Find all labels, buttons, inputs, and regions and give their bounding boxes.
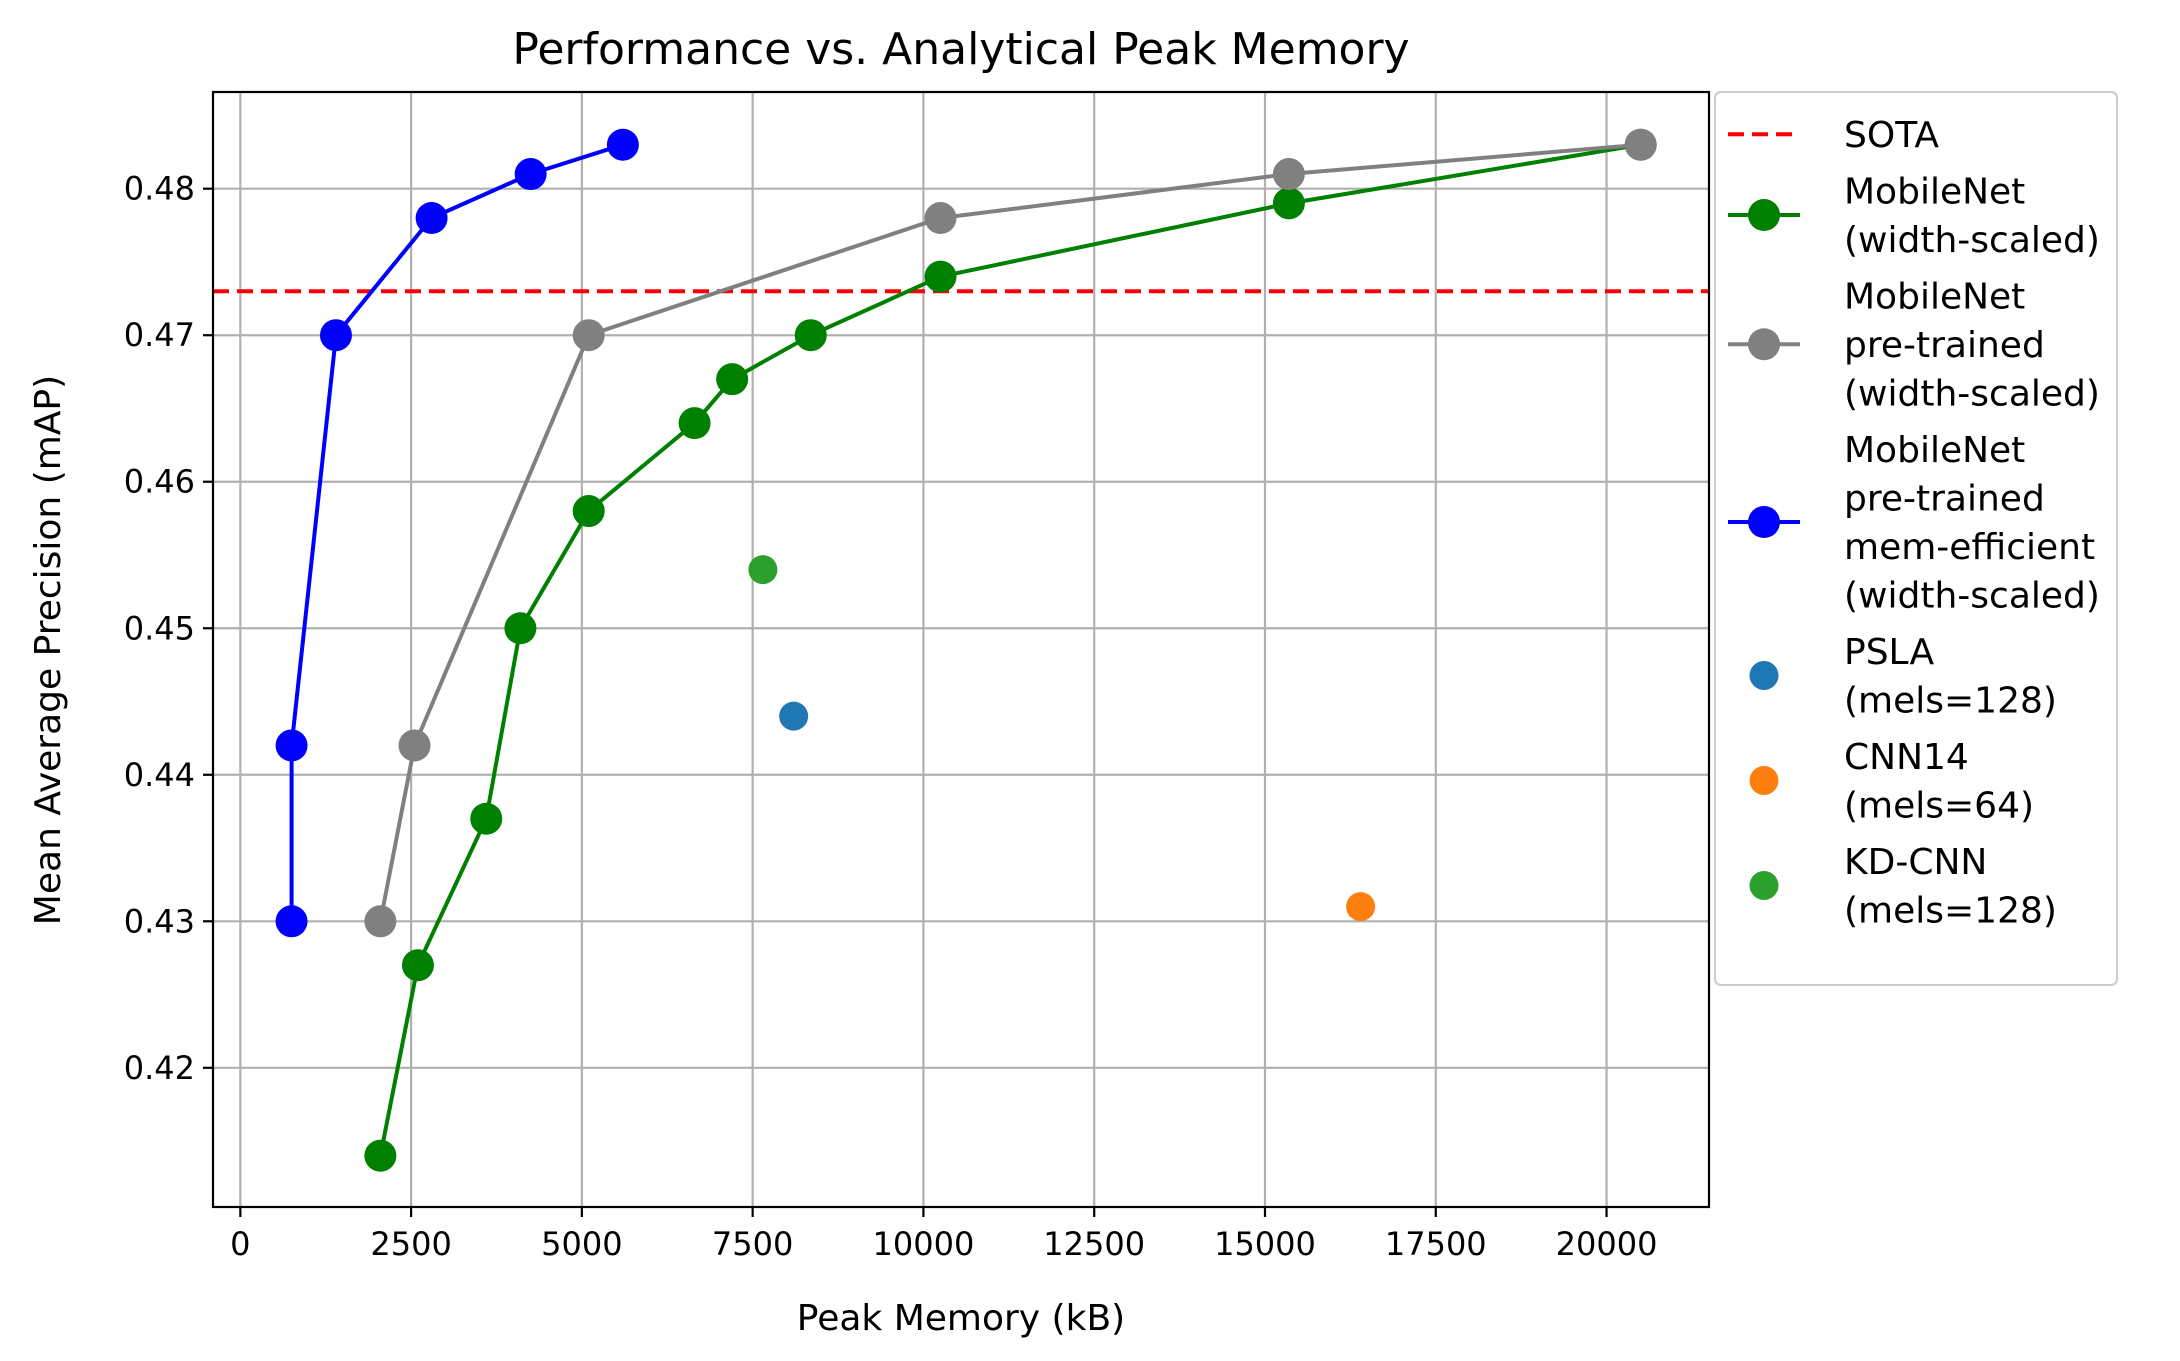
series-line: [289, 142, 624, 922]
x-axis-label: Peak Memory (kB): [797, 1298, 1125, 1339]
y-tick-label: 0.46: [124, 463, 195, 501]
data-point: [1272, 158, 1305, 191]
data-point: [606, 128, 639, 161]
plot-area-frame: [211, 90, 1711, 1209]
legend-key-marker: [1749, 766, 1779, 795]
series-group: [748, 555, 778, 585]
y-tick-label: 0.43: [124, 902, 195, 940]
data-point: [364, 905, 397, 938]
legend-label: MobileNet: [1844, 430, 2025, 471]
y-tick-label: 0.44: [124, 756, 195, 794]
y-tick-label: 0.48: [124, 170, 195, 208]
data-point: [514, 158, 547, 191]
data-point: [1346, 892, 1376, 922]
legend-key-marker: [1748, 328, 1780, 361]
x-tick-label: 5000: [541, 1225, 622, 1263]
y-axis-label: Mean Average Precision (mAP): [28, 375, 69, 925]
data-point: [924, 202, 957, 235]
data-point: [572, 319, 605, 352]
legend-entry: MobileNet pre-trained mem-efficient (width-…: [1728, 430, 2100, 617]
legend-label: KD-CNN: [1844, 842, 1987, 883]
legend-label: (width-scaled): [1844, 220, 2100, 261]
series-line: [378, 142, 1641, 922]
legend-entry: PSLA (mels=128): [1749, 632, 2057, 722]
data-point: [678, 407, 711, 440]
data-point: [748, 555, 778, 585]
legend-key-marker: [1748, 199, 1780, 231]
legend-entry: KD-CNN (mels=128): [1749, 842, 2057, 932]
x-tick-label: 10000: [873, 1225, 975, 1263]
legend-entry: MobileNet (width-scaled): [1728, 172, 2100, 261]
x-tick-label: 20000: [1556, 1225, 1658, 1263]
data-point: [364, 1139, 397, 1172]
x-tick-label: 12500: [1043, 1225, 1145, 1263]
legend-label: MobileNet: [1844, 172, 2025, 213]
x-tick-label: 0: [230, 1225, 250, 1263]
legend-entry: CNN14 (mels=64): [1749, 737, 2034, 827]
x-tick-label: 15000: [1214, 1225, 1316, 1263]
data-point: [275, 905, 308, 938]
legend-label: (width-scaled): [1844, 576, 2100, 617]
legend-label: (mels=128): [1844, 681, 2057, 722]
ticks: 0 2500 5000 7500 10000 12500 15000 17500 20000 0.…: [124, 170, 1658, 1263]
data-point: [572, 495, 605, 528]
y-tick-label: 0.42: [124, 1049, 195, 1087]
legend-label: PSLA: [1844, 632, 1934, 673]
data-point: [401, 949, 434, 982]
x-tick-label: 2500: [370, 1225, 451, 1263]
data-point: [716, 363, 749, 396]
data-point: [779, 701, 809, 731]
data-point: [319, 319, 352, 352]
legend: SOTA MobileNet (width-scaled) MobileNet pre-…: [1714, 91, 2118, 986]
legend-key-marker: [1749, 661, 1779, 690]
series-group: [1346, 892, 1376, 922]
legend-label: (mels=64): [1844, 786, 2034, 827]
legend-label: (mels=128): [1844, 891, 2057, 932]
legend-entry: SOTA: [1728, 115, 1939, 156]
series-group: [779, 701, 809, 731]
data-point: [415, 202, 448, 235]
y-tick-label: 0.45: [124, 609, 195, 647]
series-group: [364, 128, 1657, 938]
grid: [213, 92, 1709, 1207]
legend-label: CNN14: [1844, 737, 1969, 778]
legend-key-marker: [1748, 506, 1780, 538]
legend-box: [1714, 91, 2118, 986]
legend-label: SOTA: [1844, 115, 1939, 156]
data-point: [794, 319, 827, 352]
legend-label: (width-scaled): [1844, 374, 2100, 415]
x-tick-label: 17500: [1385, 1225, 1487, 1263]
data-point: [504, 612, 537, 645]
series-group: [275, 128, 639, 938]
data-point: [398, 729, 431, 762]
chart-title: Performance vs. Analytical Peak Memory: [512, 24, 1409, 75]
data-point: [470, 802, 503, 835]
legend-label: mem-efficient: [1844, 527, 2095, 568]
data-point: [924, 260, 957, 293]
data-point: [1624, 128, 1657, 161]
legend-label: pre-trained: [1844, 479, 2045, 520]
y-tick-label: 0.47: [124, 316, 195, 354]
data-point: [1272, 187, 1305, 220]
legend-label: MobileNet: [1844, 277, 2025, 318]
legend-key-marker: [1749, 871, 1779, 900]
data-point: [275, 729, 308, 762]
legend-label: pre-trained: [1844, 325, 2045, 366]
series-layer: [275, 128, 1657, 1172]
x-tick-label: 7500: [712, 1225, 793, 1263]
legend-entry: MobileNet pre-trained (width-scaled): [1728, 277, 2100, 415]
